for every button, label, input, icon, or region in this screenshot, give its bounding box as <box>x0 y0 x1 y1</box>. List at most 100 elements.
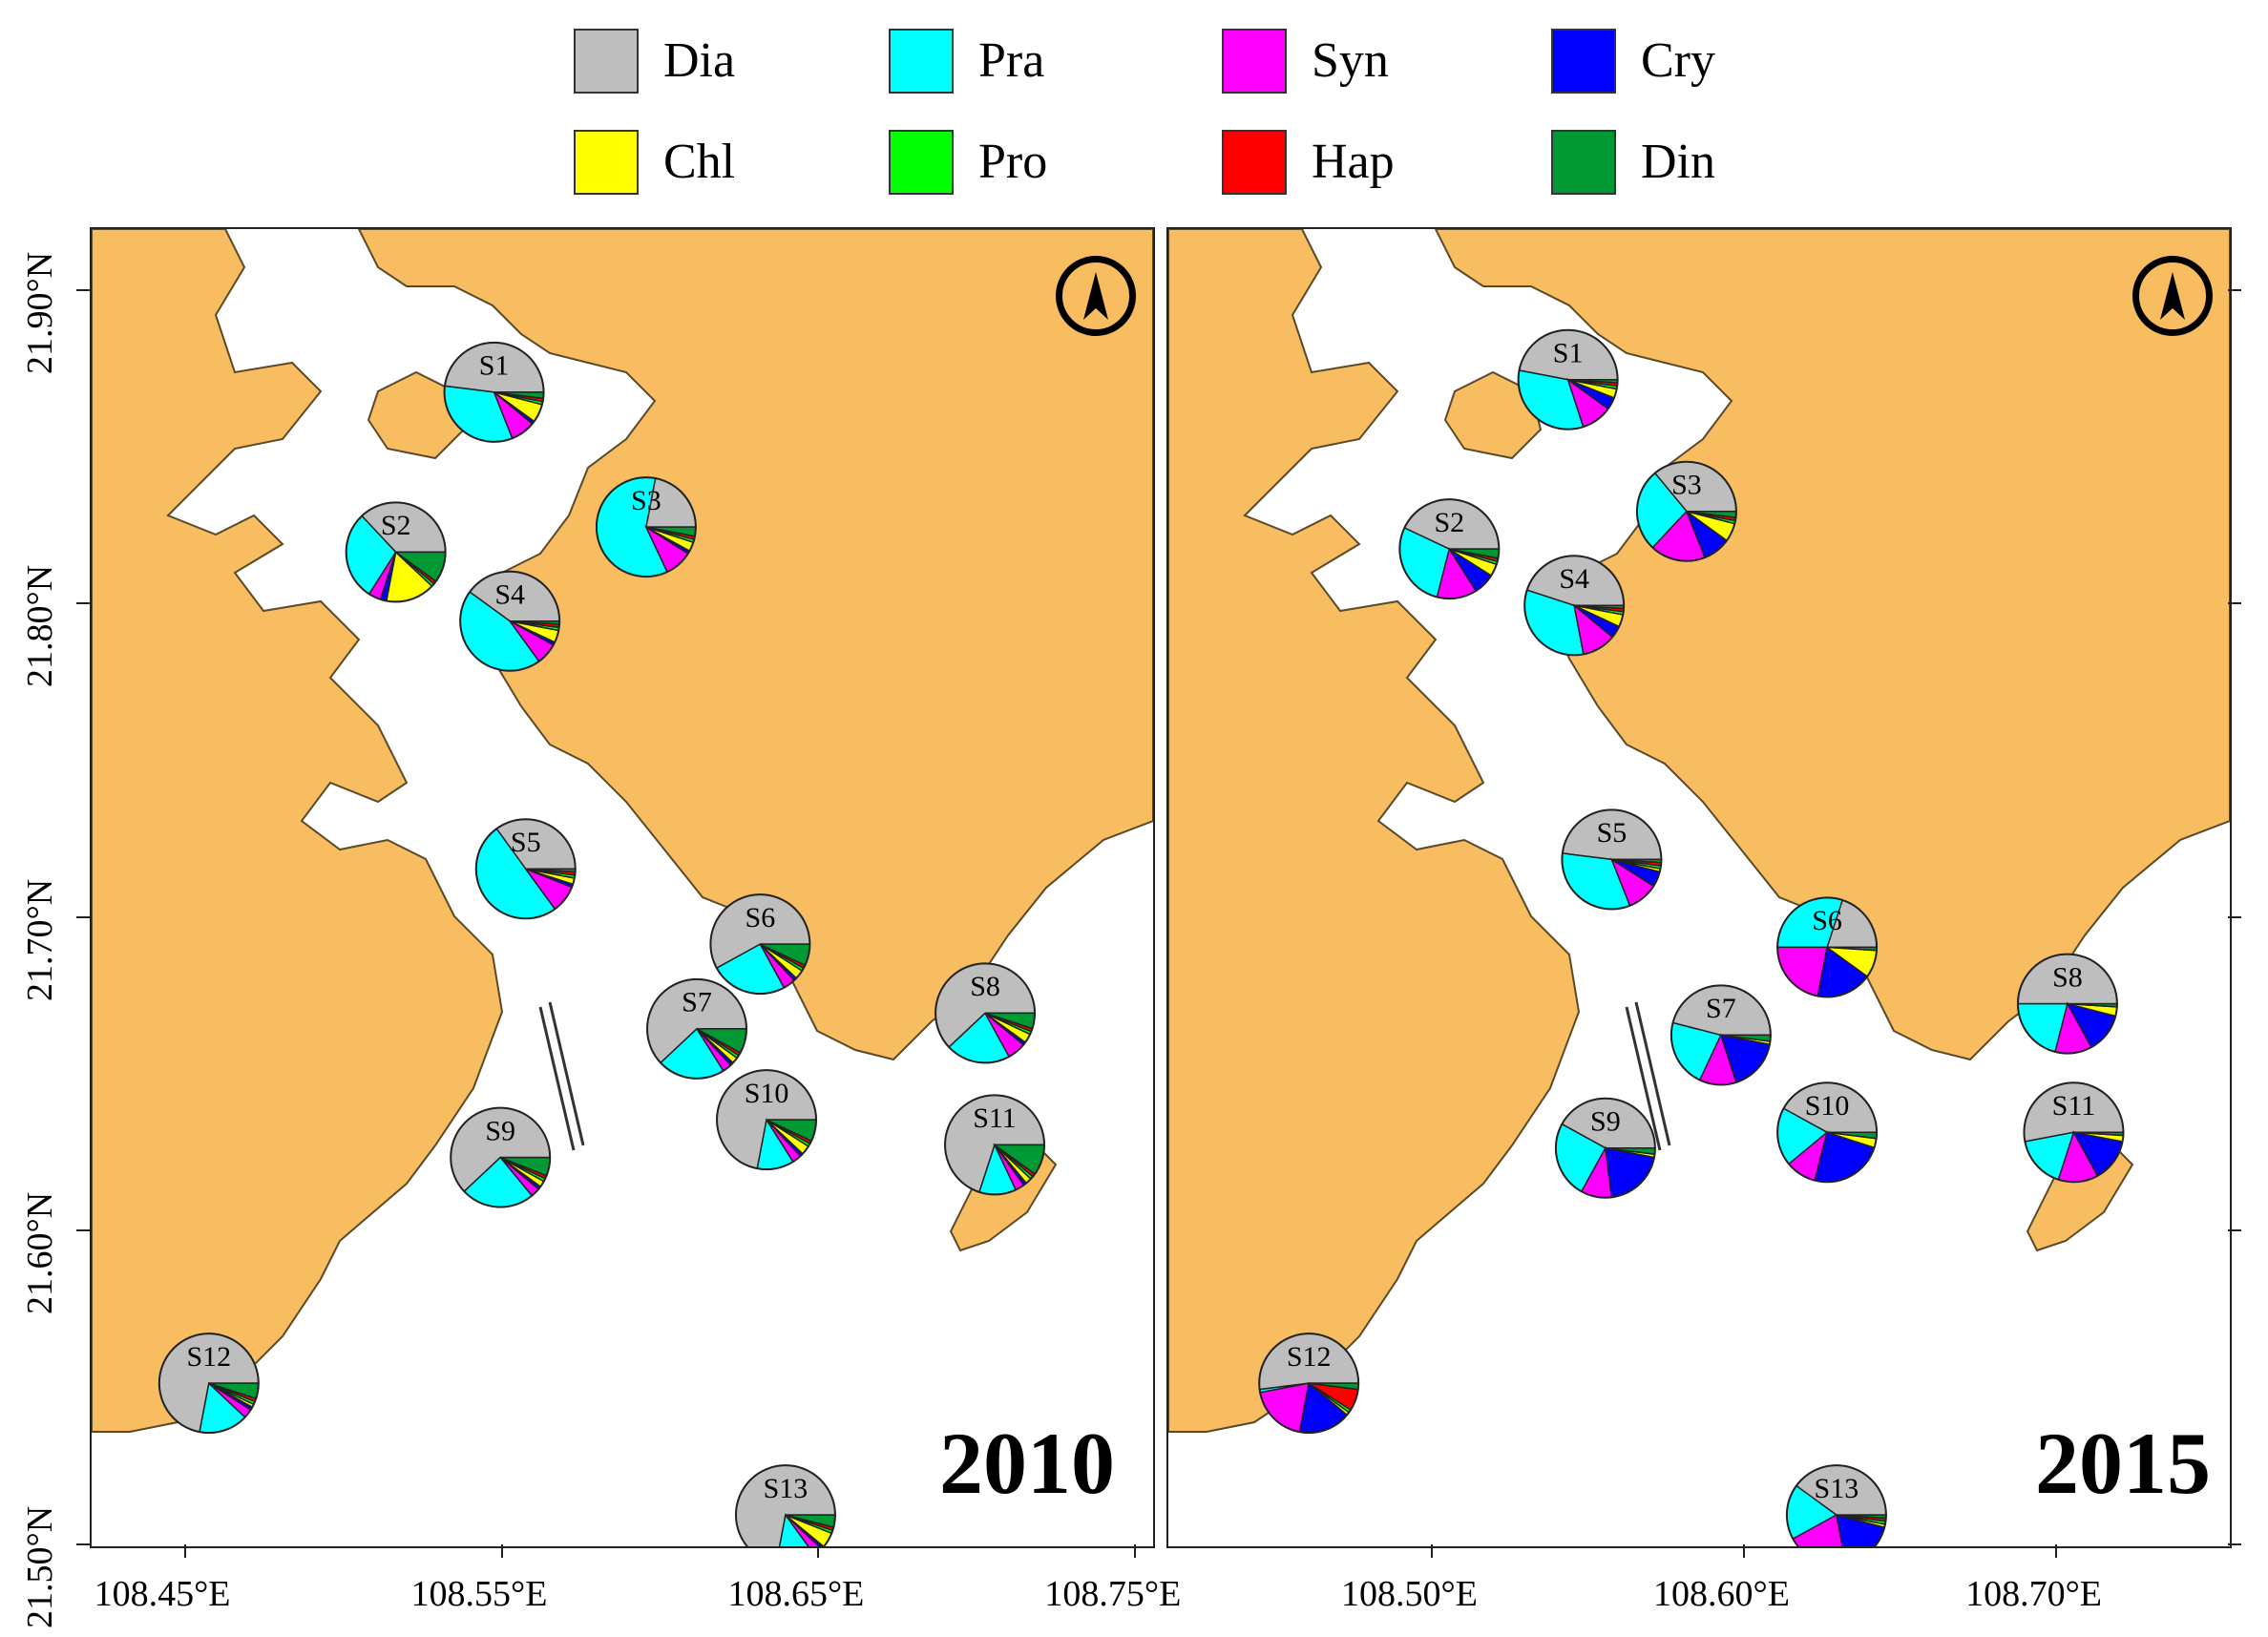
breakwater-1 <box>1634 1001 1671 1146</box>
pie-outline <box>595 476 697 578</box>
station-label: S6 <box>1812 905 1842 936</box>
station-label: S3 <box>631 485 662 516</box>
pie-outline <box>2016 953 2118 1055</box>
pie-outline <box>474 818 577 920</box>
station-label: S7 <box>1706 993 1736 1024</box>
land-west <box>92 229 504 1433</box>
station-label: S9 <box>1590 1106 1621 1138</box>
station-label: S7 <box>682 987 712 1018</box>
pie-outline <box>443 341 545 443</box>
lon-tick-mark <box>1134 1544 1137 1558</box>
legend-item-din: Din <box>1551 130 1715 195</box>
north-arrow-glyph <box>2160 272 2185 320</box>
station-label: S11 <box>2052 1090 2096 1122</box>
legend-label-chl: Chl <box>663 135 736 189</box>
pie-outline <box>716 1069 818 1171</box>
station-label: S13 <box>764 1473 808 1504</box>
legend-item-dia: Dia <box>574 29 735 94</box>
legend-swatch-din <box>1551 130 1616 195</box>
pie-outline <box>1670 984 1772 1086</box>
north-arrow-glyph <box>1083 272 1108 320</box>
pie-s7: S7 <box>646 977 748 1080</box>
lat-tick-label: 21.70°N <box>20 878 60 1001</box>
station-label: S12 <box>1287 1341 1332 1373</box>
station-label: S6 <box>746 902 776 934</box>
lat-tick-label: 21.90°N <box>20 251 60 374</box>
lon-tick-mark <box>500 1544 503 1558</box>
year-label-2015: 2015 <box>2035 1415 2211 1512</box>
legend-swatch-cry <box>1551 29 1616 94</box>
lon-tick-mark <box>1743 1544 1746 1558</box>
pie-s8: S8 <box>2016 953 2118 1055</box>
pie-outline <box>1517 328 1619 430</box>
legend-swatch-chl <box>574 130 639 195</box>
pie-outline <box>1785 1464 1887 1546</box>
pie-s1: S1 <box>1517 328 1619 430</box>
lon-tick-label: 108.55°E <box>410 1574 548 1614</box>
pie-group-2010: S1 S2 S3 S4 S5 S6 S7 S8 S9 S10 S11 S12 S13 <box>158 341 1046 1546</box>
pie-s10: S10 <box>716 1069 818 1171</box>
lat-tick-mark <box>2228 1229 2241 1232</box>
map-panel-2015: S1 S2 S3 S4 S5 S6 S7 S8 S9 S10 S11 S12 S13 2015 <box>1166 227 2232 1548</box>
legend-item-cry: Cry <box>1551 29 1715 94</box>
legend-item-syn: Syn <box>1222 29 1389 94</box>
pie-outline <box>459 570 561 672</box>
pie-s3: S3 <box>595 476 697 578</box>
pie-outline <box>450 1106 552 1208</box>
pie-outline <box>1776 1081 1879 1184</box>
pie-outline <box>1523 555 1626 657</box>
lat-tick-mark <box>2228 602 2241 605</box>
north-arrow-icon <box>2132 256 2213 336</box>
pie-outline <box>1776 896 1879 998</box>
station-label: S5 <box>1597 817 1628 849</box>
legend-label-din: Din <box>1641 135 1715 189</box>
lat-tick-mark <box>76 1229 90 1232</box>
pie-s2: S2 <box>1398 498 1501 600</box>
breakwater-2 <box>538 1006 576 1151</box>
legend-label-hap: Hap <box>1312 135 1395 189</box>
station-label: S10 <box>1805 1090 1850 1122</box>
pie-outline <box>1561 808 1663 911</box>
lat-tick-mark <box>2228 1543 2241 1545</box>
legend-swatch-pro <box>889 130 954 195</box>
lon-tick-label: 108.50°E <box>1341 1574 1478 1614</box>
pie-s13: S13 <box>1785 1464 1887 1546</box>
basemap-2010: S1 S2 S3 S4 S5 S6 S7 S8 S9 S10 S11 S12 S13 <box>92 229 1153 1546</box>
pie-outline <box>709 893 811 996</box>
legend-swatch-pra <box>889 29 954 94</box>
pie-s12: S12 <box>158 1333 260 1435</box>
lat-tick-label: 21.50°N <box>20 1505 60 1628</box>
pie-s13: S13 <box>734 1464 836 1546</box>
station-label: S2 <box>381 510 411 541</box>
station-label: S9 <box>485 1115 515 1146</box>
pie-outline <box>2023 1081 2125 1184</box>
pie-s7: S7 <box>1670 984 1772 1086</box>
pie-outline <box>1635 460 1737 562</box>
station-label: S1 <box>1553 338 1584 369</box>
pie-outline <box>944 1094 1046 1196</box>
pie-s10: S10 <box>1776 1081 1879 1184</box>
pie-slice-pra <box>778 1513 809 1546</box>
pie-s5: S5 <box>1561 808 1663 911</box>
lat-tick-mark <box>76 1543 90 1545</box>
station-label: S4 <box>494 579 525 611</box>
pie-outline <box>345 501 447 603</box>
lon-tick-mark <box>183 1544 186 1558</box>
station-label: S5 <box>511 827 541 858</box>
station-label: S8 <box>970 971 1000 1002</box>
lat-tick-label: 21.80°N <box>20 565 60 688</box>
pie-s6: S6 <box>709 893 811 996</box>
breakwater-1 <box>548 1001 585 1146</box>
pie-s1: S1 <box>443 341 545 443</box>
legend-item-chl: Chl <box>574 130 735 195</box>
lon-tick-label: 108.45°E <box>94 1574 231 1614</box>
station-label: S1 <box>479 350 510 382</box>
legend-item-pra: Pra <box>889 29 1044 94</box>
lat-tick-mark <box>76 602 90 605</box>
pie-outline <box>1554 1097 1656 1199</box>
lon-tick-mark <box>817 1544 820 1558</box>
year-label-2010: 2010 <box>939 1415 1115 1512</box>
lat-tick-mark <box>76 288 90 291</box>
lon-tick-mark <box>1431 1544 1433 1558</box>
